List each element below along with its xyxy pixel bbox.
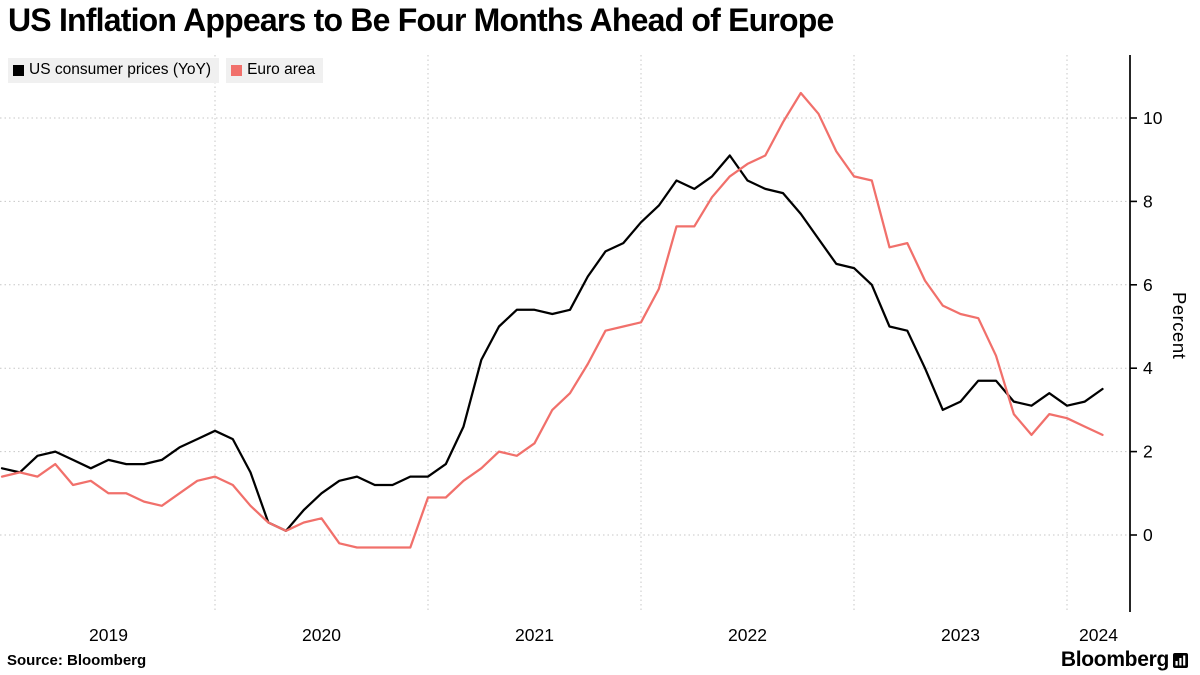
legend-item-euro: Euro area bbox=[226, 58, 324, 83]
bloomberg-logo: Bloomberg bbox=[1061, 648, 1188, 672]
bar-chart-icon bbox=[1173, 652, 1188, 668]
us-series-swatch-icon bbox=[13, 64, 24, 76]
euro-series-swatch-icon bbox=[231, 64, 243, 76]
legend-label-euro: Euro area bbox=[247, 61, 316, 78]
euro-area-line bbox=[0, 91, 1104, 549]
y-tick-label: 4 bbox=[1143, 358, 1153, 378]
y-tick-label: 10 bbox=[1143, 108, 1163, 128]
x-tick-label: 2022 bbox=[728, 625, 767, 645]
legend-item-us: US consumer prices (YoY) bbox=[8, 58, 220, 83]
source-note: Source: Bloomberg bbox=[7, 652, 147, 669]
us-cpi-line bbox=[0, 154, 1104, 532]
y-tick-label: 2 bbox=[1143, 442, 1153, 462]
x-tick-label: 2020 bbox=[302, 625, 341, 645]
x-tick-label: 2024 bbox=[1079, 625, 1118, 645]
chart-legend: US consumer prices (YoY) Euro area bbox=[8, 58, 324, 83]
x-tick-label: 2019 bbox=[89, 625, 128, 645]
x-tick-label: 2021 bbox=[515, 625, 554, 645]
chart-title: US Inflation Appears to Be Four Months A… bbox=[8, 2, 834, 38]
y-tick-label: 0 bbox=[1143, 525, 1153, 545]
y-tick-label: 6 bbox=[1143, 275, 1153, 295]
bloomberg-logo-text: Bloomberg bbox=[1060, 648, 1169, 671]
x-tick-label: 2023 bbox=[941, 625, 980, 645]
legend-label-us: US consumer prices (YoY) bbox=[29, 61, 212, 78]
y-axis-title: Percent bbox=[1169, 292, 1190, 360]
y-tick-label: 8 bbox=[1143, 191, 1153, 211]
